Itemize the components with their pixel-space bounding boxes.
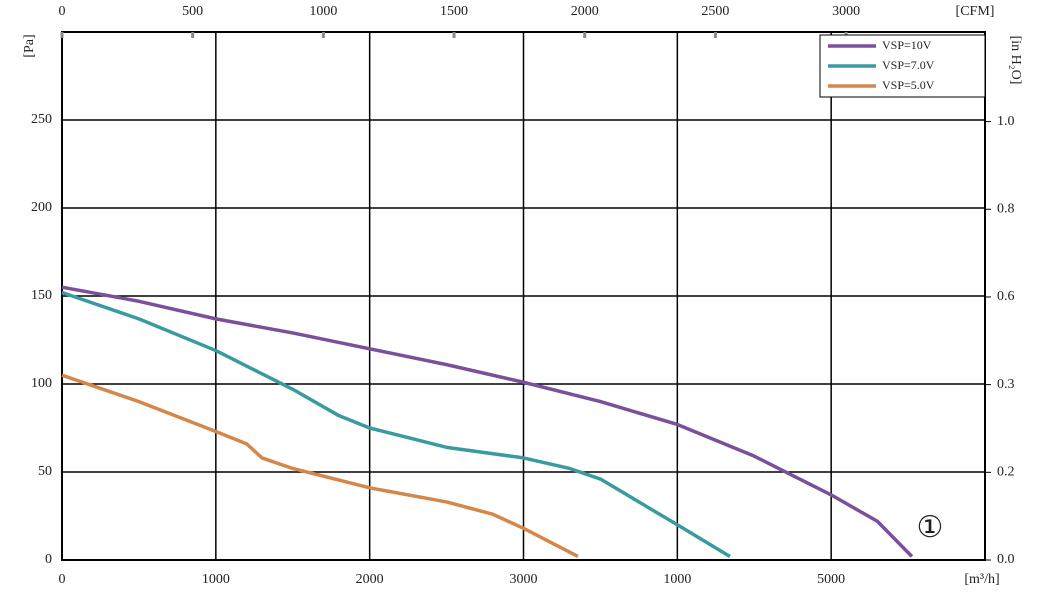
legend-label: VSP=5.0V — [882, 78, 935, 92]
series-line — [61, 285, 914, 558]
y-axis-label: [Pa] — [22, 34, 37, 57]
y2-tick-label: 0.3 — [997, 377, 1015, 392]
series-line — [61, 373, 579, 559]
y2-tick-label: 1.0 — [997, 114, 1015, 129]
x2-tick-label: 2000 — [571, 4, 599, 19]
x2-tick-label: 500 — [182, 4, 203, 19]
x2-tick-label: 1000 — [309, 4, 337, 19]
legend-label: VSP=10V — [882, 38, 932, 52]
y2-tick-label: 0.0 — [997, 552, 1015, 567]
series-line — [61, 290, 731, 558]
x-tick-label: 0 — [59, 572, 66, 587]
y-tick-label: 200 — [31, 200, 52, 215]
y-tick-label: 100 — [31, 376, 52, 391]
y-tick-label: 50 — [38, 464, 52, 479]
x-tick-label: 3000 — [510, 572, 538, 587]
y2-tick-label: 0.8 — [997, 202, 1015, 217]
x-tick-label: 5000 — [817, 572, 845, 587]
y-tick-label: 150 — [31, 288, 52, 303]
y2-axis-label: [in H₂O] — [1008, 36, 1023, 85]
x-axis-label: [m³/h] — [964, 572, 999, 587]
x-tick-label: 1000 — [663, 572, 691, 587]
legend-label: VSP=7.0V — [882, 58, 935, 72]
y-tick-label: 250 — [31, 112, 52, 127]
x2-tick-label: 0 — [59, 4, 66, 19]
y2-tick-label: 0.2 — [997, 465, 1015, 480]
x2-tick-label: 2500 — [701, 4, 729, 19]
x2-tick-label: 1500 — [440, 4, 468, 19]
x2-axis-label: [CFM] — [956, 4, 995, 19]
y-tick-label: 0 — [45, 552, 52, 567]
annotation: ① — [917, 511, 944, 544]
x-tick-label: 1000 — [202, 572, 230, 587]
x-tick-label: 2000 — [356, 572, 384, 587]
y2-tick-label: 0.6 — [997, 289, 1015, 304]
x2-tick-label: 3000 — [832, 4, 860, 19]
